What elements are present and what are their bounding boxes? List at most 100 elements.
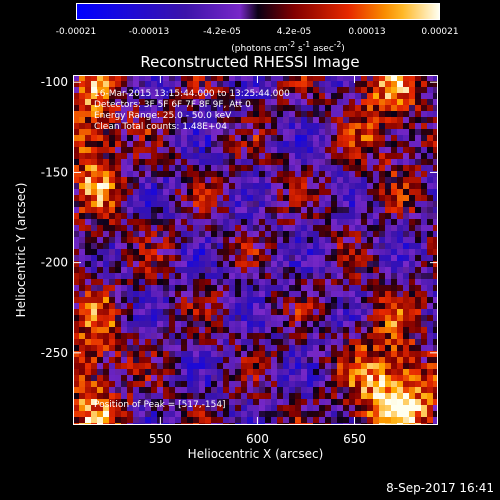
heatmap-cell xyxy=(397,297,404,304)
heatmap-cell xyxy=(325,291,332,298)
heatmap-cell xyxy=(127,237,134,244)
heatmap-cell xyxy=(229,207,236,214)
heatmap-cell xyxy=(391,225,398,232)
heatmap-cell xyxy=(247,405,254,412)
heatmap-cell xyxy=(415,279,422,286)
heatmap-cell xyxy=(157,297,164,304)
heatmap-cell xyxy=(205,171,212,178)
heatmap-cell xyxy=(283,417,290,424)
heatmap-cell xyxy=(379,87,386,94)
heatmap-cell xyxy=(169,381,176,388)
heatmap-cell xyxy=(391,351,398,358)
heatmap-cell xyxy=(109,417,116,424)
heatmap-cell xyxy=(385,153,392,160)
heatmap-cell xyxy=(241,399,248,406)
heatmap-cell xyxy=(139,207,146,214)
heatmap-cell xyxy=(121,123,128,130)
heatmap-cell xyxy=(205,117,212,124)
heatmap-cell xyxy=(181,417,188,424)
heatmap-cell xyxy=(223,279,230,286)
heatmap-cell xyxy=(187,141,194,148)
heatmap-cell xyxy=(121,165,128,172)
heatmap-cell xyxy=(373,393,380,400)
heatmap-cell xyxy=(139,99,146,106)
heatmap-cell xyxy=(109,165,116,172)
heatmap-cell xyxy=(109,171,116,178)
heatmap-cell xyxy=(181,387,188,394)
heatmap-cell xyxy=(343,267,350,274)
heatmap-cell xyxy=(133,117,140,124)
heatmap-cell xyxy=(313,105,320,112)
heatmap-cell xyxy=(391,399,398,406)
heatmap-cell xyxy=(337,411,344,418)
heatmap-cell xyxy=(133,339,140,346)
heatmap-cell xyxy=(235,399,242,406)
heatmap-cell xyxy=(91,267,98,274)
heatmap-cell xyxy=(205,351,212,358)
heatmap-cell xyxy=(145,267,152,274)
heatmap-cell xyxy=(319,315,326,322)
heatmap-cell xyxy=(199,381,206,388)
heatmap-cell xyxy=(421,315,428,322)
heatmap-cell xyxy=(427,285,434,292)
heatmap-cell xyxy=(343,279,350,286)
heatmap-cell xyxy=(427,111,434,118)
heatmap-cell xyxy=(307,273,314,280)
heatmap-cell xyxy=(241,273,248,280)
heatmap-cell xyxy=(115,147,122,154)
heatmap-cell xyxy=(145,333,152,340)
heatmap-cell xyxy=(313,309,320,316)
heatmap-cell xyxy=(181,351,188,358)
heatmap-cell xyxy=(109,183,116,190)
heatmap-cell xyxy=(241,165,248,172)
heatmap-cell xyxy=(85,183,92,190)
heatmap-cell xyxy=(205,207,212,214)
heatmap-cell xyxy=(367,381,374,388)
heatmap-cell xyxy=(157,255,164,262)
heatmap-cell xyxy=(175,201,182,208)
x-tick-label: 600 xyxy=(246,432,269,446)
heatmap-cell xyxy=(295,369,302,376)
heatmap-cell xyxy=(301,381,308,388)
heatmap-cell xyxy=(253,387,260,394)
heatmap-cell xyxy=(403,285,410,292)
heatmap-cell xyxy=(133,111,140,118)
heatmap-cell xyxy=(151,117,158,124)
heatmap-cell xyxy=(337,405,344,412)
heatmap-cell xyxy=(427,345,434,352)
heatmap-cell xyxy=(367,279,374,286)
heatmap-cell xyxy=(97,189,104,196)
heatmap-cell xyxy=(397,87,404,94)
heatmap-cell xyxy=(307,255,314,262)
heatmap-cell xyxy=(361,129,368,136)
heatmap-cell xyxy=(427,405,434,412)
heatmap-cell xyxy=(205,195,212,202)
heatmap-cell xyxy=(109,141,116,148)
heatmap-cell xyxy=(151,135,158,142)
heatmap-cell xyxy=(157,123,164,130)
heatmap-cell xyxy=(277,213,284,220)
heatmap-cell xyxy=(247,147,254,154)
heatmap-cell xyxy=(133,183,140,190)
heatmap-cell xyxy=(241,195,248,202)
heatmap-cell xyxy=(265,243,272,250)
heatmap-cell xyxy=(355,219,362,226)
heatmap-cell xyxy=(391,177,398,184)
heatmap-cell xyxy=(319,87,326,94)
heatmap-cell xyxy=(217,117,224,124)
heatmap-cell xyxy=(301,255,308,262)
heatmap-cell xyxy=(115,123,122,130)
heatmap-cell xyxy=(175,183,182,190)
heatmap-cell xyxy=(355,345,362,352)
heatmap-cell xyxy=(157,291,164,298)
heatmap-cell xyxy=(199,279,206,286)
heatmap-cell xyxy=(409,345,416,352)
heatmap-cell xyxy=(109,261,116,268)
heatmap-cell xyxy=(79,267,86,274)
heatmap-cell xyxy=(79,201,86,208)
heatmap-cell xyxy=(421,273,428,280)
heatmap-cell xyxy=(361,393,368,400)
heatmap-cell xyxy=(217,93,224,100)
y-tick-label: -150 xyxy=(41,165,68,179)
heatmap-cell xyxy=(409,159,416,166)
